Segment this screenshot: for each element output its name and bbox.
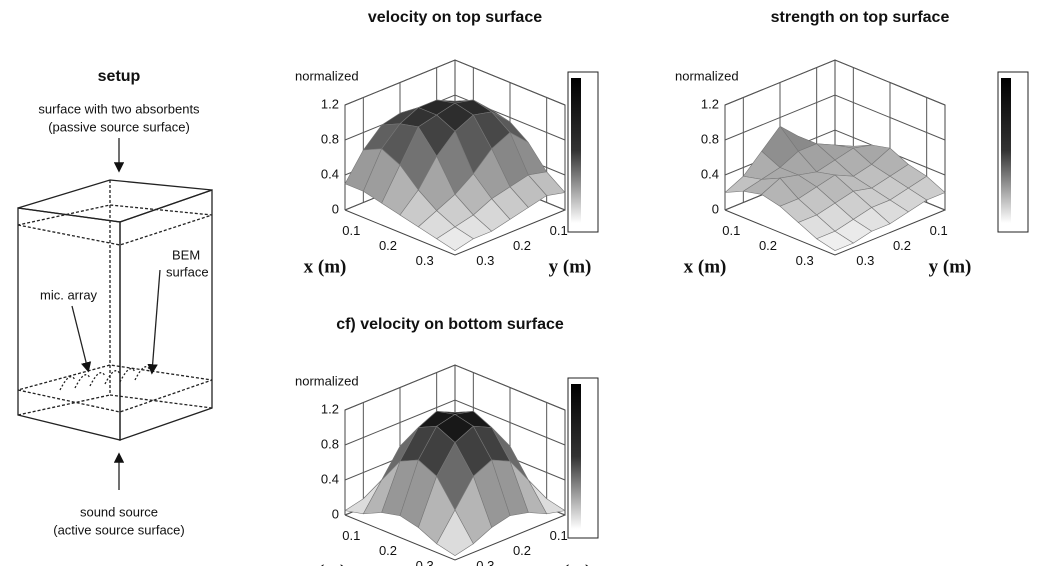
top-surface bbox=[17, 204, 213, 246]
x-tick-label: 0.2 bbox=[759, 238, 777, 253]
y-tick-label: 0.2 bbox=[513, 543, 531, 558]
y-axis-label: y (m) bbox=[549, 561, 592, 566]
grid-line bbox=[724, 59, 946, 106]
arrow bbox=[147, 269, 161, 375]
hidden-edge bbox=[17, 394, 111, 416]
label: surface bbox=[166, 264, 209, 279]
z-tick-label: 0.8 bbox=[321, 131, 339, 146]
z-tick-label: 0 bbox=[712, 201, 719, 216]
x-axis-label: x (m) bbox=[304, 256, 347, 277]
x-tick-label: 0.3 bbox=[796, 253, 814, 268]
z-tick-label: 0.8 bbox=[701, 131, 719, 146]
z-tick-label: 0.8 bbox=[321, 436, 339, 451]
label: BEM bbox=[172, 247, 200, 262]
y-tick-label: 0.3 bbox=[476, 253, 494, 268]
colorbar bbox=[571, 384, 581, 529]
y-tick-label: 0.2 bbox=[893, 238, 911, 253]
z-tick-label: 1.2 bbox=[701, 96, 719, 111]
grid-line bbox=[344, 364, 566, 411]
box-top bbox=[17, 179, 213, 223]
z-tick-label: 0 bbox=[332, 506, 339, 521]
setup-title: setup bbox=[98, 68, 141, 85]
axis-frame bbox=[344, 514, 566, 561]
y-axis-label: y (m) bbox=[549, 256, 592, 277]
y-tick-label: 0.1 bbox=[930, 223, 948, 238]
box-front bbox=[17, 207, 121, 441]
y-tick-label: 0.1 bbox=[550, 223, 568, 238]
x-axis-label: x (m) bbox=[304, 561, 347, 566]
label: surface with two absorbents bbox=[38, 101, 200, 116]
z-tick-label: 1.2 bbox=[321, 401, 339, 416]
surface-cell bbox=[436, 509, 474, 556]
z-tick-label: 0 bbox=[332, 201, 339, 216]
axis-frame bbox=[724, 209, 946, 256]
z-tick-label: 0.4 bbox=[321, 166, 339, 181]
z-axis-label: normalized bbox=[675, 68, 739, 83]
x-tick-label: 0.2 bbox=[379, 543, 397, 558]
chart-title: cf) velocity on bottom surface bbox=[336, 316, 564, 333]
z-tick-label: 0.4 bbox=[701, 166, 719, 181]
x-tick-label: 0.2 bbox=[379, 238, 397, 253]
surface-cell bbox=[436, 226, 474, 251]
y-tick-label: 0.1 bbox=[550, 528, 568, 543]
y-tick-label: 0.3 bbox=[476, 558, 494, 566]
y-axis-label: y (m) bbox=[929, 256, 972, 277]
colorbar bbox=[571, 78, 581, 223]
hidden-edge bbox=[109, 394, 213, 409]
setup-diagram: setup surface with two absorbents (passi… bbox=[17, 68, 213, 537]
z-tick-label: 0.4 bbox=[321, 471, 339, 486]
x-tick-label: 0.3 bbox=[416, 253, 434, 268]
x-tick-label: 0.3 bbox=[416, 558, 434, 566]
x-tick-label: 0.1 bbox=[342, 223, 360, 238]
grid-line bbox=[344, 59, 566, 106]
colorbar bbox=[1001, 78, 1011, 223]
z-tick-label: 1.2 bbox=[321, 96, 339, 111]
chart-title: strength on top surface bbox=[771, 9, 950, 26]
y-tick-label: 0.3 bbox=[856, 253, 874, 268]
bottom-surface bbox=[17, 364, 213, 413]
chart-title: velocity on top surface bbox=[368, 9, 542, 26]
z-axis-label: normalized bbox=[295, 373, 359, 388]
axis-frame bbox=[344, 209, 566, 256]
arrow bbox=[71, 305, 92, 373]
x-tick-label: 0.1 bbox=[342, 528, 360, 543]
x-axis-label: x (m) bbox=[684, 256, 727, 277]
y-tick-label: 0.2 bbox=[513, 238, 531, 253]
surface-cell bbox=[816, 230, 854, 251]
x-tick-label: 0.1 bbox=[722, 223, 740, 238]
label: sound source bbox=[80, 504, 158, 519]
grid-line bbox=[724, 94, 946, 141]
z-axis-label: normalized bbox=[295, 68, 359, 83]
grid-line bbox=[344, 399, 566, 446]
label: mic. array bbox=[40, 287, 98, 302]
label: (passive source surface) bbox=[48, 119, 190, 134]
mic-array bbox=[59, 366, 151, 391]
label: (active source surface) bbox=[53, 522, 185, 537]
